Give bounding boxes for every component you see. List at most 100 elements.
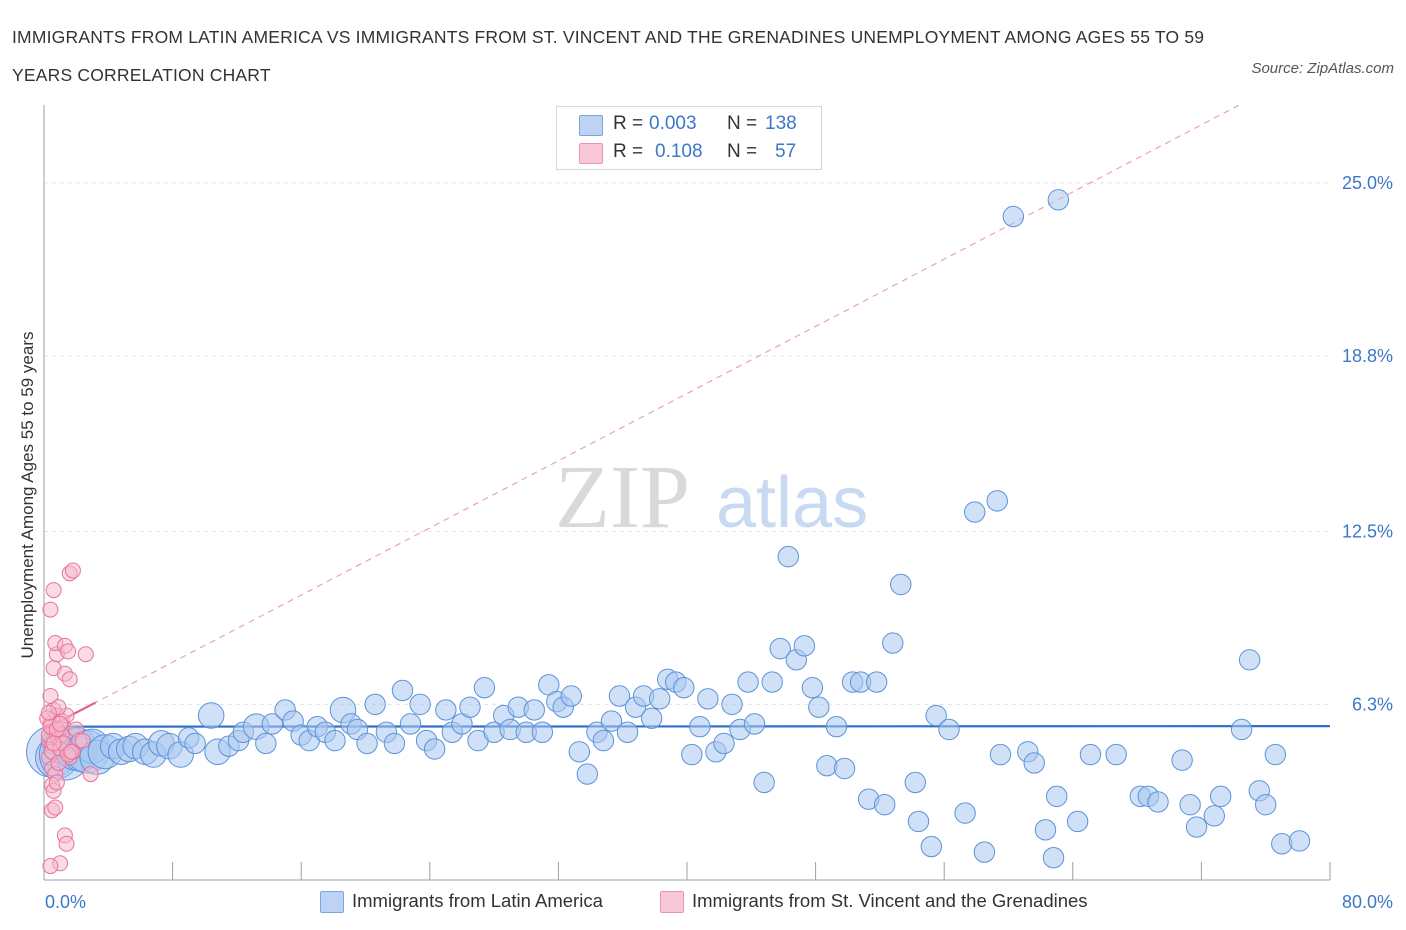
data-point-latin-america [697, 688, 719, 710]
data-point-latin-america [890, 573, 912, 596]
trend-line-st-vincent-extension [43, 104, 1240, 730]
y-axis-label: Unemployment Among Ages 55 to 59 years [18, 332, 37, 659]
x-tick-label: 0.0% [45, 892, 86, 912]
legend-r-label: R = [613, 113, 644, 134]
gridlines [44, 182, 1330, 705]
data-point-st-vincent [47, 799, 64, 816]
data-point-st-vincent [45, 582, 62, 599]
data-point-latin-america [793, 635, 816, 657]
legend-n-value: 57 [775, 141, 797, 162]
watermark-atlas: atlas [716, 463, 868, 543]
data-point-st-vincent [77, 646, 94, 663]
data-point-latin-america [681, 743, 703, 766]
source-label: Source: ZipAtlas.com [1251, 60, 1394, 77]
data-point-latin-america [531, 721, 554, 743]
y-tick-label: 25.0% [1342, 173, 1393, 193]
data-point-st-vincent [74, 732, 91, 749]
data-point-latin-america [1288, 830, 1311, 852]
data-point-latin-america [907, 810, 930, 833]
data-point-latin-america [1079, 743, 1102, 766]
data-point-st-vincent [82, 766, 99, 783]
watermark: ZIP atlas [555, 448, 868, 547]
data-point-latin-america [1023, 752, 1045, 774]
data-point-latin-america [1034, 819, 1057, 841]
data-point-latin-america [1271, 833, 1293, 855]
data-point-latin-america [964, 501, 986, 523]
data-point-latin-america [399, 713, 422, 735]
data-point-latin-america [1047, 189, 1070, 211]
data-point-st-vincent [42, 688, 59, 705]
data-point-st-vincent [64, 562, 81, 579]
legend-r-value: 0.108 [655, 141, 703, 162]
bottom-swatch-pink [660, 891, 684, 913]
data-point-latin-america [1179, 794, 1201, 816]
data-point-latin-america [743, 713, 766, 735]
legend-swatch-pink [579, 143, 603, 164]
x-tick-label: 80.0% [1342, 892, 1393, 912]
data-point-latin-america [816, 755, 838, 777]
data-point-latin-america [1046, 785, 1068, 808]
data-point-latin-america [1185, 816, 1208, 838]
data-point-latin-america [874, 794, 896, 816]
legend-n-label: N = [727, 141, 758, 162]
data-point-latin-america [761, 671, 783, 693]
data-point-latin-america [825, 715, 848, 738]
data-point-latin-america [689, 715, 711, 738]
trend-lines [43, 104, 1331, 731]
data-point-latin-america [1002, 205, 1025, 228]
data-point-latin-america [938, 718, 960, 741]
data-point-latin-america [608, 685, 631, 707]
bottom-swatch-blue [320, 891, 344, 913]
data-point-latin-america [640, 707, 663, 730]
data-point-latin-america [801, 676, 824, 699]
legend-r-value: 0.003 [649, 113, 697, 134]
tick-labels: 6.3% 12.5% 18.8% 25.0% 0.0% 80.0% [45, 173, 1393, 912]
data-point-latin-america [1238, 649, 1261, 671]
data-point-latin-america [1255, 794, 1277, 816]
data-point-st-vincent [61, 671, 78, 688]
data-point-latin-america [364, 693, 386, 716]
data-point-latin-america [865, 671, 888, 693]
data-point-st-vincent [42, 858, 59, 875]
data-point-latin-america [648, 688, 671, 710]
data-point-latin-america [753, 771, 775, 794]
data-point-st-vincent [52, 715, 69, 732]
data-point-latin-america [184, 732, 206, 755]
watermark-zip: ZIP [555, 448, 690, 547]
legend-r-label: R = [613, 141, 644, 162]
data-point-latin-america [673, 676, 695, 699]
bottom-legend-label: Immigrants from Latin America [352, 890, 603, 911]
data-point-latin-america [255, 732, 277, 755]
legend-n-label: N = [727, 113, 758, 134]
series-st-vincent-points [39, 562, 99, 875]
data-point-latin-america [409, 693, 431, 716]
correlation-legend: R = 0.003 N = 138 R = 0.108 N = 57 [556, 106, 822, 170]
data-point-latin-america [777, 545, 799, 568]
data-point-latin-america [423, 738, 446, 760]
data-point-latin-america [737, 671, 759, 693]
data-point-latin-america [560, 685, 582, 707]
legend-swatch-blue [579, 115, 603, 136]
data-point-latin-america [1105, 743, 1127, 766]
data-point-latin-america [435, 699, 457, 721]
data-point-st-vincent [45, 735, 62, 752]
data-point-latin-america [1230, 718, 1253, 741]
data-point-latin-america [833, 757, 856, 780]
data-point-latin-america [920, 835, 943, 858]
data-point-latin-america [261, 713, 283, 735]
data-point-st-vincent [60, 643, 77, 660]
data-point-st-vincent [58, 835, 75, 852]
data-point-st-vincent [48, 774, 65, 791]
data-point-latin-america [197, 702, 225, 729]
data-point-latin-america [391, 679, 414, 702]
data-point-latin-america [1171, 749, 1193, 771]
data-point-latin-america [986, 490, 1008, 512]
bottom-legend-label: Immigrants from St. Vincent and the Gren… [692, 890, 1088, 911]
data-point-latin-america [600, 710, 623, 732]
data-point-latin-america [356, 732, 378, 755]
data-point-latin-america [904, 771, 926, 794]
data-point-latin-america [1264, 743, 1287, 766]
data-point-latin-america [324, 729, 346, 752]
data-point-latin-america [989, 743, 1012, 766]
